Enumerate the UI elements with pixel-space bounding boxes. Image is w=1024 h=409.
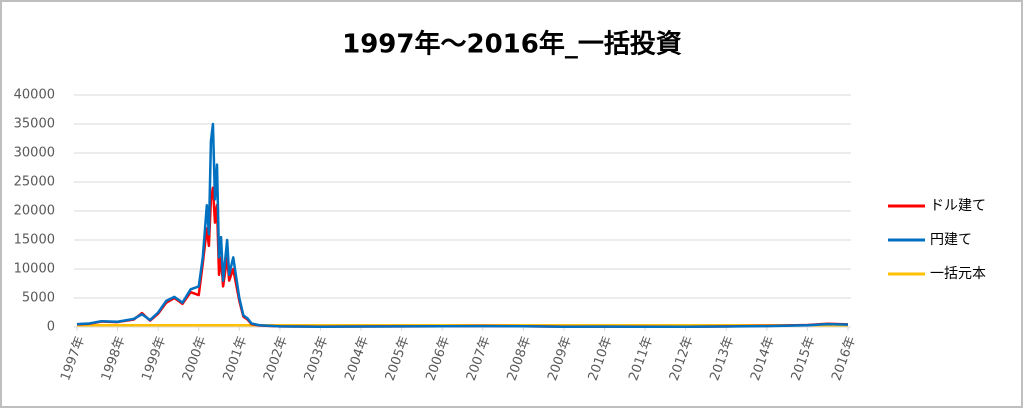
legend-label: 一括元本 xyxy=(930,266,986,282)
y-tick-label: 10000 xyxy=(14,262,55,277)
y-tick-label: 30000 xyxy=(14,146,55,161)
series-line xyxy=(76,122,849,329)
y-tick-label: 20000 xyxy=(14,204,55,219)
y-tick-label: 15000 xyxy=(14,233,55,248)
chart-title: 1997年～2016年_一括投資 xyxy=(342,29,682,60)
y-tick-label: 5000 xyxy=(22,291,55,306)
legend-label: ドル建て xyxy=(930,198,986,214)
y-tick-label: 35000 xyxy=(14,117,55,132)
legend-label: 円建て xyxy=(930,232,972,248)
y-tick-label: 25000 xyxy=(14,175,55,190)
y-tick-label: 40000 xyxy=(14,88,55,103)
y-tick-label: 0 xyxy=(47,320,55,335)
